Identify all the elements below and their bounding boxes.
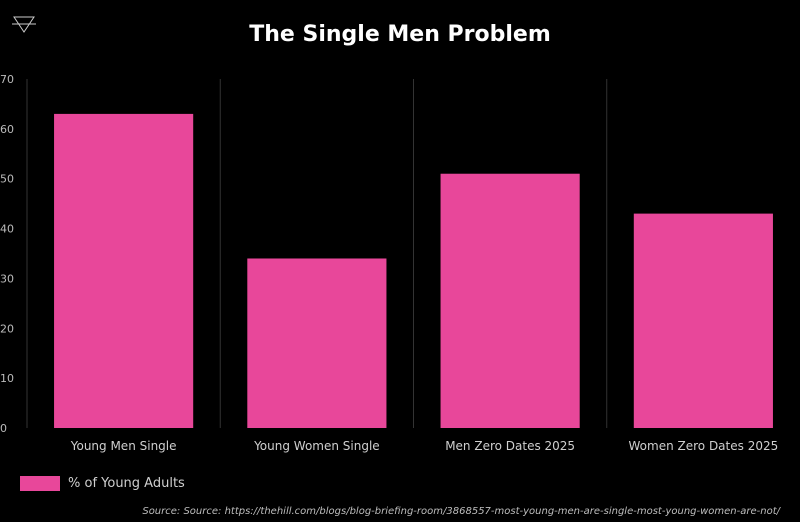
y-tick-label: 0 (0, 422, 7, 435)
y-tick-label: 20 (0, 322, 14, 335)
triangle-logo-icon (12, 16, 36, 33)
bar (247, 258, 387, 428)
x-tick-label: Young Women Single (253, 439, 380, 453)
x-tick-label: Men Zero Dates 2025 (445, 439, 575, 453)
y-tick-label: 40 (0, 223, 14, 236)
x-tick-label: Young Men Single (70, 439, 177, 453)
bar (54, 113, 194, 429)
y-tick-label: 50 (0, 173, 14, 186)
bar-chart: 0 10 20 30 40 50 60 70 Young Men Single Young Wom… (0, 73, 779, 453)
bar (440, 173, 580, 428)
bar (633, 213, 773, 428)
chart-title: The Single Men Problem (249, 22, 551, 47)
legend-label: % of Young Adults (68, 476, 185, 491)
y-tick-label: 10 (0, 372, 14, 385)
y-tick-label: 60 (0, 123, 14, 136)
y-tick-label: 70 (0, 73, 14, 86)
legend-swatch (20, 476, 60, 491)
y-tick-label: 30 (0, 272, 14, 285)
legend: % of Young Adults (20, 476, 185, 491)
x-tick-label: Women Zero Dates 2025 (629, 439, 779, 453)
source-note: Source: Source: https://thehill.com/blog… (142, 506, 780, 517)
